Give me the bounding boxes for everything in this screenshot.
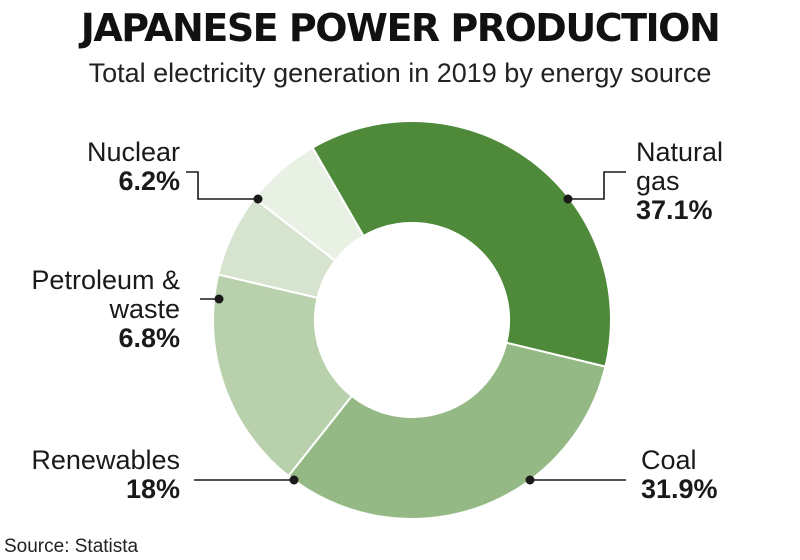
label-coal-name: Coal (641, 445, 697, 475)
label-natural-gas-name-line1: Natural (636, 137, 724, 167)
label-petroleum-waste: Petroleum & waste 6.8% (31, 266, 180, 353)
label-nuclear-name: Nuclear (86, 137, 180, 167)
label-natural-gas-value: 37.1% (636, 195, 713, 225)
label-petroleum-waste-value: 6.8% (118, 323, 180, 353)
slice-natural-gas (311, 120, 612, 368)
leader-natural-gas-dot (563, 194, 573, 204)
label-renewables: Renewables 18% (31, 446, 180, 504)
label-petroleum-waste-name-line2: waste (109, 294, 180, 324)
leader-petroleum-waste-dot (214, 294, 224, 304)
leader-natural-gas-line (568, 171, 626, 200)
label-coal: Coal 31.9% (641, 446, 718, 504)
source-note: Source: Statista (4, 536, 139, 557)
slice-renewables (212, 273, 354, 478)
leader-coal-dot (525, 475, 535, 485)
label-petroleum-waste-name-line1: Petroleum & (31, 265, 180, 295)
slice-coal (286, 341, 607, 520)
leader-nuclear-line (186, 171, 258, 200)
leader-nuclear-dot (253, 194, 263, 204)
label-nuclear-value: 6.2% (118, 166, 180, 196)
label-renewables-value: 18% (125, 474, 180, 504)
label-natural-gas-name-line2: gas (636, 166, 680, 196)
chart-title: JAPANESE POWER PRODUCTION (80, 6, 721, 50)
label-natural-gas: Natural gas 37.1% (636, 138, 723, 225)
slice-nuclear (253, 146, 365, 263)
label-coal-value: 31.9% (641, 474, 718, 504)
label-nuclear: Nuclear 6.2% (87, 138, 180, 196)
chart-subtitle: Total electricity generation in 2019 by … (88, 58, 712, 88)
leader-renewables-dot (289, 475, 299, 485)
label-renewables-name: Renewables (31, 445, 180, 475)
